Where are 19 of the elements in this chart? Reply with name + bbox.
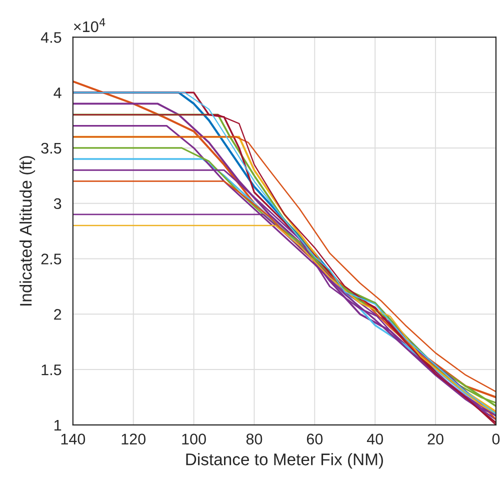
y-axis-title: Indicated Altitude (ft)	[19, 156, 36, 306]
x-tick-label: 60	[306, 434, 323, 444]
y-tick-label: 3.5	[41, 142, 62, 154]
x-axis-title: Distance to Meter Fix (NM)	[186, 453, 383, 469]
y-tick-label: 1.5	[42, 364, 62, 376]
x-tick-label: 0	[492, 434, 500, 444]
y-tick-label: 4.5	[40, 32, 62, 43]
x-tick-label: 80	[246, 434, 262, 444]
x-tick-label: 120	[122, 434, 146, 444]
y-tick-label: 2	[54, 309, 62, 320]
x-tick-label: 20	[428, 434, 444, 444]
y-tick-label: 1	[54, 420, 62, 430]
y-tick-label: 3	[54, 198, 62, 210]
text: ×10$^{4}$	[74, 18, 106, 32]
x-tick-label: 140	[61, 434, 86, 444]
x-tick-label: 40	[366, 434, 383, 444]
y-tick-label: 2.5	[41, 254, 62, 264]
y-tick-label: 4	[54, 88, 62, 98]
x-tick-label: 100	[182, 434, 206, 444]
